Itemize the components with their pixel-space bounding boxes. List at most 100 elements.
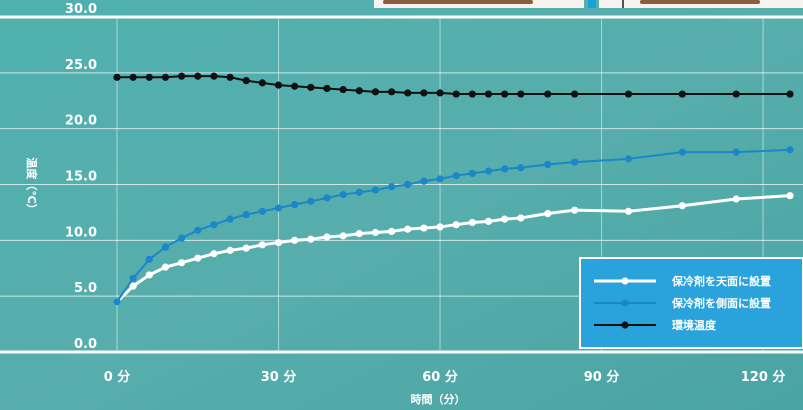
data-point xyxy=(307,197,315,205)
data-point xyxy=(242,244,250,252)
data-point xyxy=(355,188,363,196)
data-point xyxy=(323,233,331,241)
data-point xyxy=(517,214,525,222)
data-point xyxy=(194,226,202,234)
y-tick-label: 15.0 xyxy=(65,170,97,185)
data-point xyxy=(624,155,633,163)
y-tick-label: 25.0 xyxy=(65,58,97,73)
y-tick-label: 10.0 xyxy=(65,225,97,240)
legend-marker xyxy=(621,277,629,285)
data-point xyxy=(226,215,234,223)
data-point xyxy=(484,217,493,225)
legend-item: 環境温度 xyxy=(594,318,717,332)
x-tick-label: 60 分 xyxy=(422,369,458,385)
data-point xyxy=(145,73,153,81)
x-tick-label: 0 分 xyxy=(104,369,131,385)
data-point xyxy=(258,241,266,249)
data-point xyxy=(387,183,396,191)
data-point xyxy=(517,90,525,98)
x-tick-label: 120 分 xyxy=(741,369,786,385)
data-point xyxy=(544,160,552,168)
legend-item: 保冷剤を側面に設置 xyxy=(594,296,771,310)
data-point xyxy=(339,190,347,199)
y-tick-label: 0.0 xyxy=(74,337,97,352)
data-point xyxy=(161,263,170,271)
y-tick-label: 30.0 xyxy=(65,2,97,17)
x-tick-label: 30 分 xyxy=(261,369,297,385)
data-point xyxy=(210,250,218,258)
data-point xyxy=(571,90,579,98)
data-point xyxy=(387,227,396,235)
data-point xyxy=(129,282,137,290)
data-point xyxy=(501,215,509,223)
data-point xyxy=(210,221,218,229)
data-point xyxy=(291,201,299,209)
x-axis-title: 時間（分） xyxy=(411,392,466,406)
data-point xyxy=(786,90,794,98)
data-point xyxy=(145,255,153,263)
y-tick-label: 5.0 xyxy=(74,281,97,296)
data-point xyxy=(452,221,460,229)
data-point xyxy=(274,238,283,247)
data-point xyxy=(571,206,579,214)
legend-marker xyxy=(621,321,629,329)
data-point xyxy=(468,169,476,177)
series-3 xyxy=(113,72,794,98)
data-point xyxy=(678,90,686,98)
data-point xyxy=(371,228,380,237)
data-point xyxy=(484,90,493,98)
data-point xyxy=(339,232,347,240)
data-point xyxy=(452,171,460,180)
data-point xyxy=(404,180,412,189)
data-point xyxy=(501,165,509,173)
series-2 xyxy=(113,146,794,306)
data-point xyxy=(323,84,331,93)
data-point xyxy=(436,89,444,97)
data-point xyxy=(258,207,266,215)
data-point xyxy=(732,148,740,156)
series-1 xyxy=(113,192,794,306)
data-point xyxy=(420,89,428,97)
data-point xyxy=(323,194,331,202)
data-point xyxy=(371,88,380,96)
data-point xyxy=(339,85,347,94)
data-point xyxy=(624,207,633,215)
data-point xyxy=(732,195,740,203)
data-point xyxy=(501,90,509,98)
data-point xyxy=(786,146,794,154)
data-point xyxy=(258,79,266,87)
data-point xyxy=(420,177,428,185)
data-point xyxy=(226,246,234,254)
data-point xyxy=(355,230,363,238)
data-point xyxy=(371,186,380,194)
data-point xyxy=(517,164,525,172)
data-point xyxy=(161,243,170,251)
data-point xyxy=(113,73,121,81)
data-point xyxy=(452,90,460,98)
data-point xyxy=(307,235,315,243)
legend-label: 環境温度 xyxy=(672,318,717,332)
data-point xyxy=(178,234,186,242)
data-point xyxy=(678,202,686,210)
data-point xyxy=(161,73,170,81)
data-point xyxy=(291,236,299,244)
data-point xyxy=(732,90,740,98)
data-point xyxy=(129,73,137,81)
data-point xyxy=(387,88,396,96)
data-point xyxy=(624,90,633,98)
data-point xyxy=(226,73,234,81)
data-point xyxy=(194,254,202,262)
data-point xyxy=(544,209,552,218)
legend-marker xyxy=(621,299,629,307)
legend-label: 保冷剤を側面に設置 xyxy=(671,296,771,310)
data-point xyxy=(436,175,444,183)
x-tick-label: 90 分 xyxy=(584,369,620,385)
data-point xyxy=(274,204,283,212)
data-point xyxy=(544,90,552,98)
data-point xyxy=(436,223,444,231)
data-point xyxy=(678,148,686,156)
data-point xyxy=(242,211,250,219)
data-point xyxy=(420,224,428,232)
